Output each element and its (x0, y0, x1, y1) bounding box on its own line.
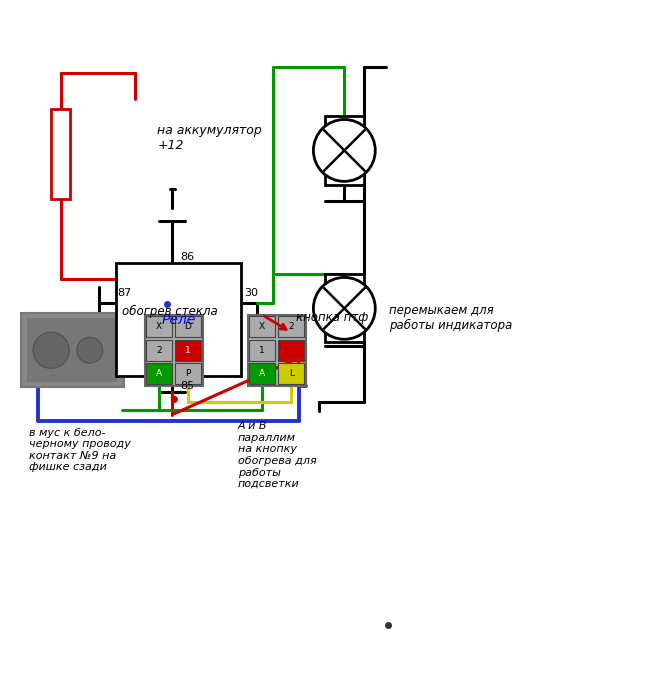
Text: перемыкаем для
работы индикатора: перемыкаем для работы индикатора (389, 304, 513, 332)
Text: X: X (156, 322, 162, 331)
Bar (175, 339, 202, 361)
Circle shape (313, 278, 375, 339)
Text: 86: 86 (180, 252, 194, 262)
Bar (325, 117, 363, 185)
Text: Реле: Реле (161, 312, 196, 327)
Text: 87: 87 (117, 288, 131, 298)
Circle shape (33, 332, 69, 369)
Text: в мус к бело-
черному проводу
контакт №9 на
фишке сзади: в мус к бело- черному проводу контакт №9… (29, 428, 131, 473)
Text: 1: 1 (259, 346, 265, 355)
Text: на аккумулятор
+12: на аккумулятор +12 (157, 124, 262, 151)
Bar (278, 339, 304, 361)
Text: обогрев стекла: обогрев стекла (122, 305, 218, 318)
Text: P: P (185, 369, 190, 378)
Bar (146, 364, 172, 384)
Bar (248, 315, 306, 386)
Bar (146, 339, 172, 361)
Bar (278, 364, 304, 384)
Bar (278, 316, 304, 337)
Bar (146, 316, 172, 337)
Bar (249, 339, 276, 361)
Circle shape (313, 119, 375, 181)
Bar (325, 274, 363, 342)
Bar (51, 108, 70, 198)
Text: X: X (259, 322, 265, 331)
Text: D: D (185, 322, 192, 331)
Bar (249, 364, 276, 384)
Bar (27, 318, 118, 382)
Text: 30: 30 (244, 288, 259, 298)
Bar (21, 313, 124, 387)
Text: L: L (289, 369, 294, 378)
Text: A: A (259, 369, 265, 378)
Text: A: A (156, 369, 162, 378)
Text: 85: 85 (180, 381, 194, 391)
Bar (175, 316, 202, 337)
Bar (144, 315, 203, 386)
Bar (249, 316, 276, 337)
Text: 2: 2 (156, 346, 162, 355)
Text: кнопка птф: кнопка птф (296, 312, 369, 325)
Circle shape (77, 337, 103, 363)
Bar (116, 263, 241, 376)
Text: 1: 1 (185, 346, 191, 355)
Bar (175, 364, 202, 384)
Text: 2: 2 (289, 322, 294, 331)
Text: А и В
параллим
на кнопку
обогрева для
работы
подсветки: А и В параллим на кнопку обогрева для ра… (238, 421, 317, 489)
